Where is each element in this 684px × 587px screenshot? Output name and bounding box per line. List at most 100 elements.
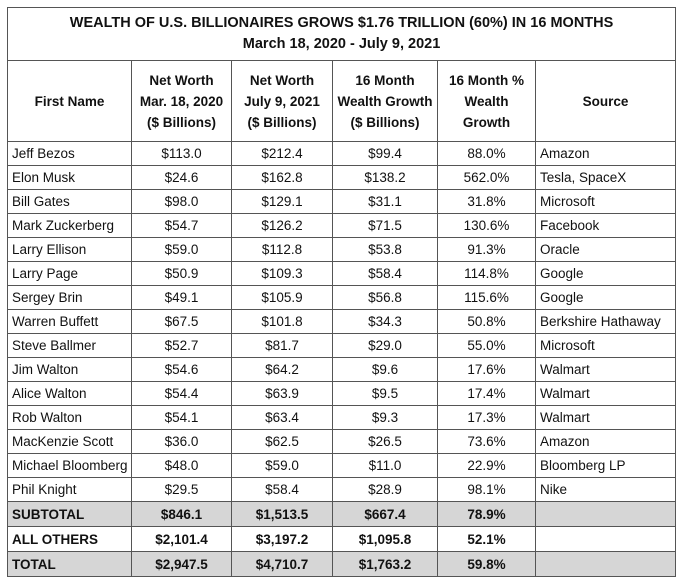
cell-net-worth-2021: $112.8: [231, 237, 333, 262]
cell-wealth-growth-pct: 73.6%: [437, 429, 536, 454]
cell-first-name: Alice Walton: [7, 381, 132, 406]
cell-net-worth-2021: $162.8: [231, 165, 333, 190]
column-header-line: ($ Billions): [247, 114, 317, 130]
cell-wealth-growth-pct: 562.0%: [437, 165, 536, 190]
table-row: Steve Ballmer $52.7 $81.7 $29.0 55.0% Microso…: [7, 333, 677, 358]
cell-wealth-growth: $99.4: [332, 141, 438, 166]
summary-row-oth: ALL OTHERS $2,101.4 $3,197.2 $1,095.8 52.1%: [7, 526, 677, 552]
cell-first-name: Sergey Brin: [7, 285, 132, 310]
cell-net-worth-2021: $129.1: [231, 189, 333, 214]
column-header-line: Wealth: [464, 93, 509, 109]
cell-net-worth-2021: $105.9: [231, 285, 333, 310]
cell-first-name: Michael Bloomberg: [7, 453, 132, 478]
table-row: Mark Zuckerberg $54.7 $126.2 $71.5 130.6% Fac…: [7, 213, 677, 238]
header-row: First Name Net Worth Mar. 18, 2020 ($ Billi…: [7, 60, 677, 142]
cell-wealth-growth-pct: 115.6%: [437, 285, 536, 310]
summary-cell-wealth-growth-pct: 78.9%: [437, 501, 536, 527]
table-row: Jeff Bezos $113.0 $212.4 $99.4 88.0% Amazon: [7, 141, 677, 166]
cell-wealth-growth: $26.5: [332, 429, 438, 454]
cell-first-name: Jim Walton: [7, 357, 132, 382]
column-header-line: Growth: [462, 114, 511, 130]
column-header-line: July 9, 2021: [244, 93, 320, 109]
cell-source: Oracle: [534, 237, 677, 262]
cell-wealth-growth: $28.9: [332, 477, 438, 502]
cell-first-name: Rob Walton: [7, 405, 132, 430]
cell-wealth-growth: $71.5: [332, 213, 438, 238]
table-row: Michael Bloomberg $48.0 $59.0 $11.0 22.9% Blo…: [7, 453, 677, 478]
cell-net-worth-2020: $113.0: [131, 141, 232, 166]
cell-wealth-growth: $9.3: [332, 405, 438, 430]
cell-first-name: Bill Gates: [7, 189, 132, 214]
cell-net-worth-2020: $24.6: [131, 165, 232, 190]
column-header-wealth-growth-pct: 16 Month % Wealth Growth: [437, 60, 536, 142]
column-header-net-worth-2020: Net Worth Mar. 18, 2020 ($ Billions): [131, 60, 232, 142]
cell-source: Google: [534, 285, 677, 310]
cell-net-worth-2020: $54.1: [131, 405, 232, 430]
cell-first-name: MacKenzie Scott: [7, 429, 132, 454]
summary-cell-net-worth-2021: $1,513.5: [231, 501, 333, 527]
column-header-line: 16 Month: [355, 72, 415, 88]
summary-cell-source: [534, 551, 677, 577]
cell-source: Amazon: [534, 429, 677, 454]
cell-wealth-growth-pct: 55.0%: [437, 333, 536, 358]
table-row: Larry Ellison $59.0 $112.8 $53.8 91.3% Oracle: [7, 237, 677, 262]
column-header-line: Source: [582, 93, 629, 109]
table-row: Jim Walton $54.6 $64.2 $9.6 17.6% Walmart: [7, 357, 677, 382]
column-header-line: Wealth Growth: [337, 93, 433, 109]
cell-source: Tesla, SpaceX: [534, 165, 677, 190]
cell-source: Walmart: [534, 405, 677, 430]
title-row: WEALTH OF U.S. BILLIONAIRES GROWS $1.76 …: [6, 7, 677, 61]
cell-first-name: Elon Musk: [7, 165, 132, 190]
cell-wealth-growth: $9.5: [332, 381, 438, 406]
summary-cell-net-worth-2020: $2,947.5: [131, 551, 232, 577]
table-row: Rob Walton $54.1 $63.4 $9.3 17.3% Walmart: [7, 405, 677, 430]
column-header-line: First Name: [34, 93, 105, 109]
cell-source: Google: [534, 261, 677, 286]
cell-wealth-growth-pct: 130.6%: [437, 213, 536, 238]
cell-first-name: Warren Buffett: [7, 309, 132, 334]
cell-net-worth-2020: $29.5: [131, 477, 232, 502]
table-body: Jeff Bezos $113.0 $212.4 $99.4 88.0% Amazon El…: [7, 141, 677, 577]
table-row: Larry Page $50.9 $109.3 $58.4 114.8% Google: [7, 261, 677, 286]
summary-cell-net-worth-2020: $846.1: [131, 501, 232, 527]
cell-wealth-growth: $53.8: [332, 237, 438, 262]
summary-cell-source: [534, 501, 677, 527]
cell-net-worth-2021: $126.2: [231, 213, 333, 238]
cell-net-worth-2020: $48.0: [131, 453, 232, 478]
summary-cell-first-name: SUBTOTAL: [7, 501, 132, 527]
column-header-line: ($ Billions): [350, 114, 420, 130]
column-header-net-worth-2021: Net Worth July 9, 2021 ($ Billions): [231, 60, 333, 142]
billionaire-wealth-table-container: WEALTH OF U.S. BILLIONAIRES GROWS $1.76 …: [6, 7, 677, 577]
cell-source: Berkshire Hathaway: [534, 309, 677, 334]
cell-wealth-growth-pct: 31.8%: [437, 189, 536, 214]
table-row: Sergey Brin $49.1 $105.9 $56.8 115.6% Google: [7, 285, 677, 310]
table-row: Alice Walton $54.4 $63.9 $9.5 17.4% Walmart: [7, 381, 677, 406]
cell-wealth-growth-pct: 88.0%: [437, 141, 536, 166]
cell-first-name: Jeff Bezos: [7, 141, 132, 166]
cell-wealth-growth-pct: 114.8%: [437, 261, 536, 286]
title-line-2: March 18, 2020 - July 9, 2021: [242, 36, 441, 52]
cell-wealth-growth: $138.2: [332, 165, 438, 190]
summary-row-tot: TOTAL $2,947.5 $4,710.7 $1,763.2 59.8%: [7, 551, 677, 577]
cell-net-worth-2021: $212.4: [231, 141, 333, 166]
table-row: Elon Musk $24.6 $162.8 $138.2 562.0% Tesla, S…: [7, 165, 677, 190]
cell-net-worth-2020: $36.0: [131, 429, 232, 454]
cell-wealth-growth: $56.8: [332, 285, 438, 310]
cell-wealth-growth-pct: 22.9%: [437, 453, 536, 478]
cell-wealth-growth-pct: 98.1%: [437, 477, 536, 502]
summary-cell-first-name: TOTAL: [7, 551, 132, 577]
cell-net-worth-2021: $64.2: [231, 357, 333, 382]
column-header-first-name: First Name: [7, 60, 132, 142]
column-header-line: ($ Billions): [146, 114, 216, 130]
cell-wealth-growth-pct: 17.6%: [437, 357, 536, 382]
cell-net-worth-2020: $54.6: [131, 357, 232, 382]
cell-wealth-growth: $11.0: [332, 453, 438, 478]
cell-first-name: Larry Page: [7, 261, 132, 286]
cell-source: Microsoft: [534, 189, 677, 214]
cell-source: Walmart: [534, 381, 677, 406]
summary-cell-net-worth-2021: $3,197.2: [231, 526, 333, 552]
summary-cell-net-worth-2020: $2,101.4: [131, 526, 232, 552]
cell-net-worth-2021: $63.4: [231, 405, 333, 430]
cell-source: Microsoft: [534, 333, 677, 358]
cell-source: Walmart: [534, 357, 677, 382]
